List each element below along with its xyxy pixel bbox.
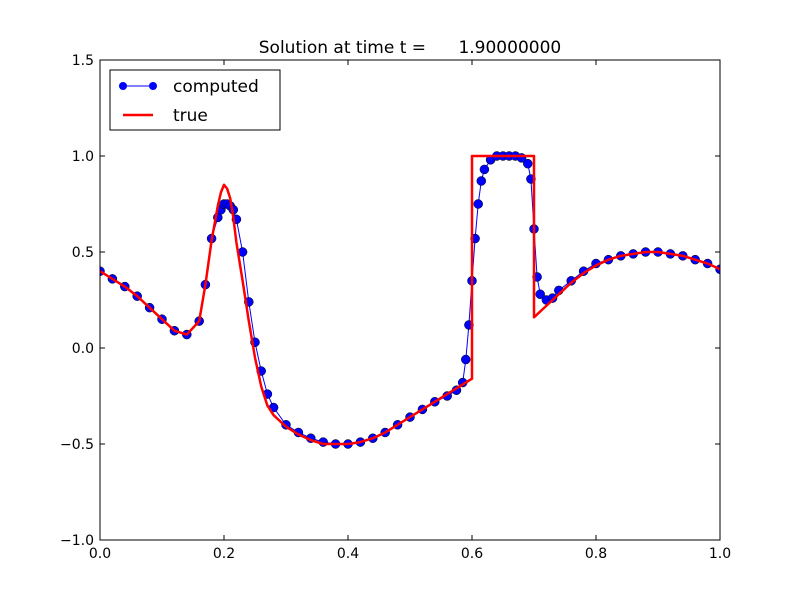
x-tick-label: 1.0 xyxy=(709,546,731,562)
series-computed-point xyxy=(476,176,487,186)
y-tick-label: 0.5 xyxy=(72,245,94,261)
x-tick-label: 0.8 xyxy=(585,546,607,562)
x-tick-label: 0.6 xyxy=(461,546,483,562)
y-tick-label: −1.0 xyxy=(60,533,94,549)
legend-true-label: true xyxy=(173,106,208,126)
legend-box xyxy=(109,69,281,131)
series-computed-point xyxy=(535,289,545,299)
series-computed-point xyxy=(473,199,483,209)
series-computed-point xyxy=(523,158,533,169)
x-tick-label: 0.0 xyxy=(89,546,111,562)
series-computed-point xyxy=(461,354,471,365)
legend: computed true xyxy=(109,69,281,131)
series-computed-point xyxy=(479,164,490,175)
x-tick-label: 0.2 xyxy=(213,546,235,562)
y-tick-label: 1.5 xyxy=(72,53,94,69)
legend-computed-marker xyxy=(149,82,157,90)
legend-computed-marker xyxy=(119,82,127,90)
ticks-layer: 0.0 0.2 0.4 0.6 0.8 1.0 −1.0 −0.5 0.0 0.5 1.0 1.5 xyxy=(60,53,731,562)
y-tick-label: 0.0 xyxy=(72,341,94,357)
chart-title: Solution at time t = 1.90000000 xyxy=(259,38,561,58)
series-true-line xyxy=(100,154,720,446)
legend-computed-label: computed xyxy=(173,77,259,97)
series-computed-point xyxy=(547,293,558,303)
x-tick-label: 0.4 xyxy=(337,546,359,562)
y-tick-label: 1.0 xyxy=(72,149,94,165)
plot-frame xyxy=(99,59,721,541)
series-layer xyxy=(100,151,720,449)
y-tick-label: −0.5 xyxy=(60,437,94,453)
